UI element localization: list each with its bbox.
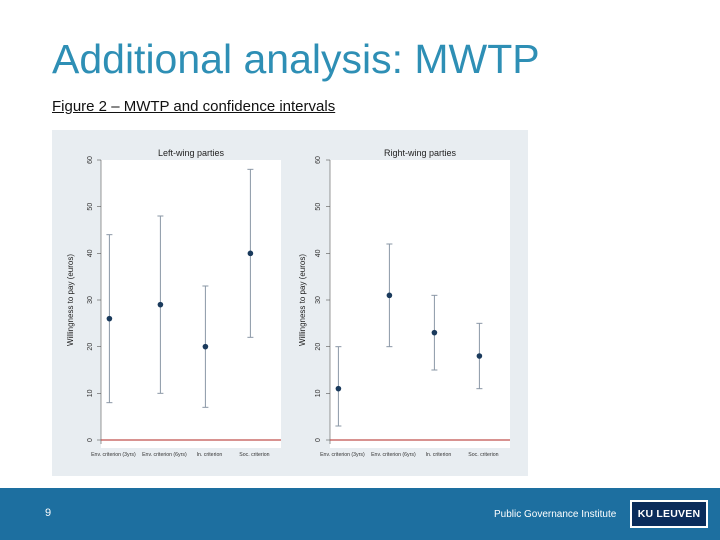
- panel-title-right: Right-wing parties: [384, 148, 457, 158]
- x-tick-label-left: Env. criterion (6yrs): [142, 452, 187, 458]
- data-point-left: [247, 250, 254, 257]
- x-tick-label-right: In. criterion: [426, 452, 452, 458]
- y-tick-label-right: 60: [315, 156, 322, 164]
- y-tick-label-left: 60: [87, 156, 94, 164]
- y-tick-label-right: 40: [315, 249, 322, 257]
- data-point-right: [431, 329, 438, 336]
- y-axis-label-left: Willingness to pay (euros): [66, 254, 75, 346]
- x-tick-label-left: Env. criterion (3yrs): [91, 452, 136, 458]
- y-tick-label-right: 10: [315, 389, 322, 397]
- y-tick-label-right: 30: [315, 296, 322, 304]
- x-tick-label-left: In. criterion: [197, 452, 223, 458]
- slide-title: Additional analysis: MWTP: [52, 36, 540, 82]
- y-axis-label-right: Willingness to pay (euros): [298, 254, 307, 346]
- x-tick-label-right: Soc. criterion: [468, 452, 498, 458]
- page-number: 9: [45, 507, 52, 519]
- y-tick-label-left: 30: [87, 296, 94, 304]
- figure-caption: Figure 2 – MWTP and confidence intervals: [52, 98, 336, 115]
- data-point-right: [476, 353, 483, 359]
- y-tick-label-left: 0: [87, 438, 94, 442]
- data-point-left: [157, 301, 164, 308]
- x-tick-label-right: Env. criterion (3yrs): [320, 452, 365, 458]
- y-tick-label-right: 0: [315, 438, 322, 442]
- footer-institute: Public Governance Institute: [494, 509, 617, 520]
- x-tick-label-left: Soc. criterion: [239, 452, 269, 458]
- figure-container: Left-wing parties 0 10 20 30 40 50 60 Willingnes…: [52, 130, 528, 476]
- footer-bar: 9 Public Governance Institute KU LEUVEN: [0, 488, 720, 540]
- data-point-left: [202, 343, 209, 350]
- logo-text: KU LEUVEN: [637, 508, 701, 520]
- y-tick-label-left: 20: [87, 343, 94, 351]
- data-point-right: [386, 292, 393, 299]
- plot-area-left: [101, 160, 281, 448]
- data-point-left: [106, 315, 113, 322]
- data-point-right: [335, 385, 342, 392]
- y-tick-label-right: 20: [315, 343, 322, 351]
- y-tick-label-left: 40: [87, 249, 94, 257]
- panel-title-left: Left-wing parties: [158, 148, 225, 158]
- x-tick-label-right: Env. criterion (6yrs): [371, 452, 416, 458]
- y-tick-label-left: 50: [87, 203, 94, 211]
- chart-canvas: Left-wing parties 0 10 20 30 40 50 60 Willingnes…: [66, 148, 510, 458]
- ku-leuven-logo: KU LEUVEN: [630, 500, 708, 528]
- y-tick-label-left: 10: [87, 389, 94, 397]
- y-tick-label-right: 50: [315, 203, 322, 211]
- plot-area-right: [330, 160, 510, 448]
